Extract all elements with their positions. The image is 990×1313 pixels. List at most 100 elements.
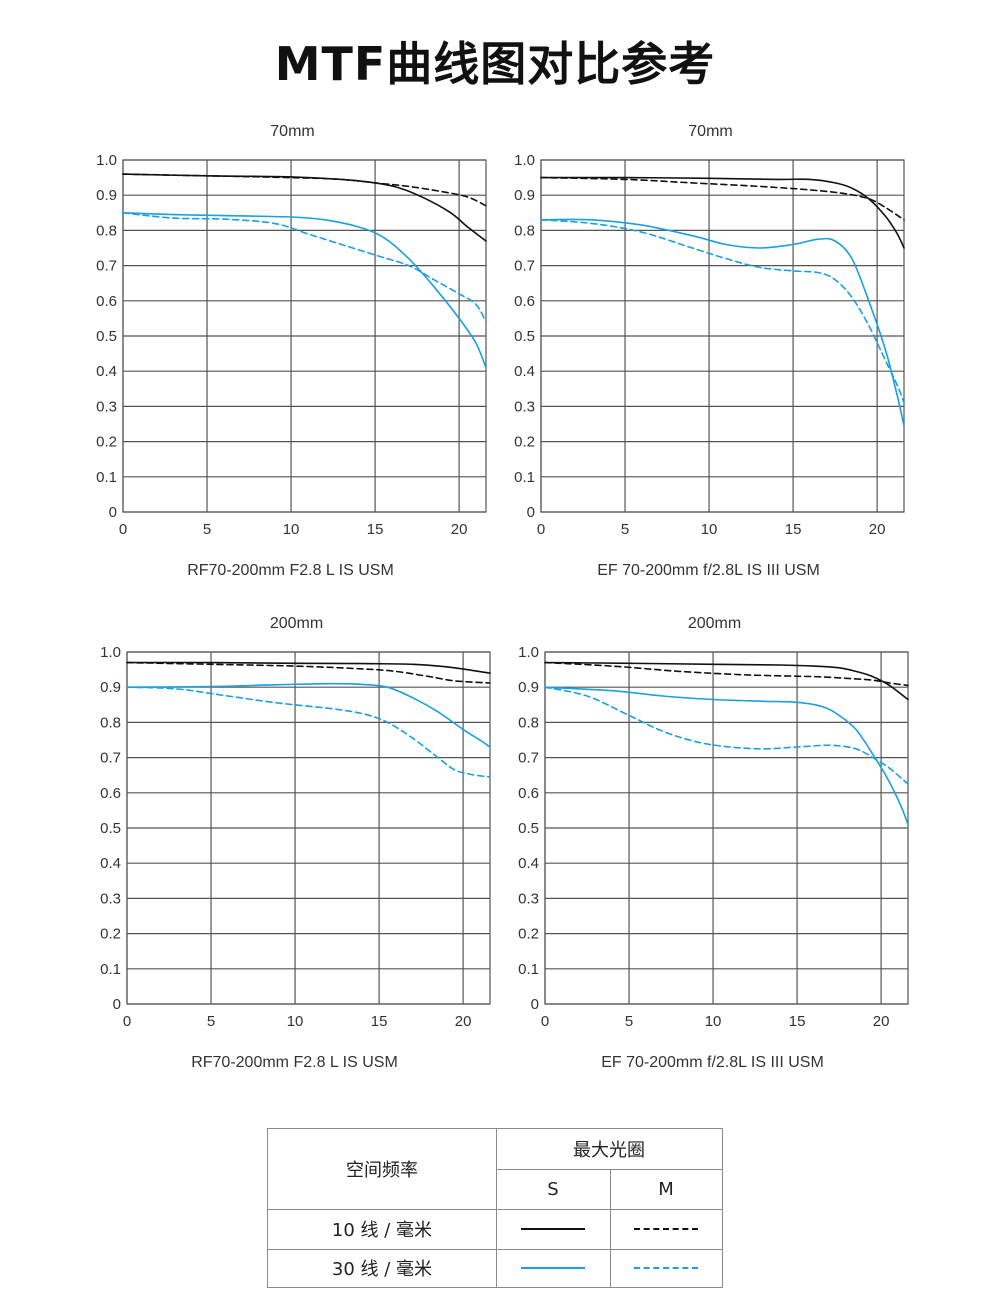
chart-3-series-3 <box>544 686 909 785</box>
chart-3-series-1 <box>544 661 909 687</box>
chart-0-subtitle: RF70-200mm F2.8 L IS USM <box>187 562 394 579</box>
chart-0-ytick: 0.6 <box>96 293 117 310</box>
legend-swatch-10-s <box>496 1209 610 1249</box>
chart-3-xtick: 15 <box>789 1013 806 1030</box>
chart-2-xtick: 10 <box>287 1013 304 1030</box>
legend-table: 空间频率 最大光圈 S M 10 线 / 毫米 30 线 / 毫米 <box>267 1128 723 1288</box>
chart-1-xtick: 5 <box>621 521 629 538</box>
legend-row-30lp: 30 线 / 毫米 <box>331 1259 433 1280</box>
chart-1-series-3 <box>540 219 905 404</box>
chart-0-ytick: 0.9 <box>96 187 117 204</box>
chart-1-title: 70mm <box>688 123 732 140</box>
chart-3-ytick: 1.0 <box>518 644 539 661</box>
legend-header-aperture: 最大光圈 <box>573 1140 645 1161</box>
chart-1-series-1 <box>540 176 905 221</box>
chart-3-ytick: 0.6 <box>518 785 539 802</box>
chart-0-xtick: 0 <box>119 521 127 538</box>
chart-0-ytick: 0.7 <box>96 258 117 275</box>
chart-2-xtick: 15 <box>371 1013 388 1030</box>
chart-1-ytick: 0.1 <box>514 469 535 486</box>
chart-3-series-0 <box>544 661 909 701</box>
chart-1-ytick: 0.7 <box>514 258 535 275</box>
chart-1-ytick: 0.6 <box>514 293 535 310</box>
chart-3-ytick: 0.9 <box>518 679 539 696</box>
chart-3-xtick: 10 <box>705 1013 722 1030</box>
chart-2-series-0 <box>126 661 491 674</box>
chart-0-ytick: 1.0 <box>96 152 117 169</box>
chart-3-ytick: 0.7 <box>518 750 539 767</box>
legend-header-frequency: 空间频率 <box>346 1160 418 1181</box>
chart-0-ytick: 0.5 <box>96 328 117 345</box>
chart-1-series-2 <box>540 218 905 427</box>
chart-0-series-3 <box>122 212 487 323</box>
chart-0-xtick: 20 <box>451 521 468 538</box>
chart-1-ytick: 0.5 <box>514 328 535 345</box>
chart-2-ytick: 0 <box>113 996 121 1013</box>
chart-2-title: 200mm <box>270 615 323 632</box>
chart-1-ytick: 0.9 <box>514 187 535 204</box>
chart-1-ytick: 0 <box>527 504 535 521</box>
chart-0-ytick: 0 <box>109 504 117 521</box>
chart-1-xtick: 15 <box>785 521 802 538</box>
chart-2-ytick: 0.7 <box>100 750 121 767</box>
chart-1-xtick: 10 <box>701 521 718 538</box>
legend-col-m: M <box>658 1178 674 1200</box>
chart-3-ytick: 0 <box>531 996 539 1013</box>
chart-2-series-1 <box>126 661 491 684</box>
chart-2-xtick: 0 <box>123 1013 131 1030</box>
chart-0-ytick: 0.8 <box>96 222 117 239</box>
chart-0-xtick: 5 <box>203 521 211 538</box>
chart-0-title: 70mm <box>270 123 314 140</box>
chart-1-ytick: 0.4 <box>514 363 535 380</box>
chart-2-ytick: 0.4 <box>100 855 121 872</box>
chart-2-ytick: 0.3 <box>100 890 121 907</box>
chart-3-ytick: 0.1 <box>518 961 539 978</box>
chart-3-ytick: 0.3 <box>518 890 539 907</box>
chart-0-xtick: 15 <box>367 521 384 538</box>
chart-0-series-1 <box>122 173 487 207</box>
chart-1-xtick: 20 <box>869 521 886 538</box>
chart-3-subtitle: EF 70-200mm f/2.8L IS III USM <box>601 1054 824 1071</box>
chart-1-ytick: 0.3 <box>514 398 535 415</box>
chart-1-xtick: 0 <box>537 521 545 538</box>
chart-2-frame <box>126 651 491 1005</box>
chart-1-series-0 <box>540 176 905 249</box>
chart-3-xtick: 5 <box>625 1013 633 1030</box>
chart-0-xtick: 10 <box>283 521 300 538</box>
chart-2-ytick: 0.9 <box>100 679 121 696</box>
chart-2-ytick: 0.8 <box>100 714 121 731</box>
chart-3-ytick: 0.2 <box>518 926 539 943</box>
mtf-charts: 70mm 0 0.1 0.2 0.3 0.4 0.5 0.6 0.7 0.8 0.9 1.0 0 5 10 1… <box>96 123 909 1071</box>
page-title: MTF曲线图对比参考 <box>274 37 716 91</box>
chart-0-series-2 <box>122 212 487 369</box>
chart-0-ytick: 0.4 <box>96 363 117 380</box>
chart-0-ytick: 0.2 <box>96 434 117 451</box>
legend-row-10lp: 10 线 / 毫米 <box>331 1220 433 1241</box>
chart-2-xtick: 20 <box>455 1013 472 1030</box>
chart-0-ytick: 0.3 <box>96 398 117 415</box>
chart-3-series-2 <box>544 686 909 826</box>
chart-2-ytick: 0.5 <box>100 820 121 837</box>
chart-2-ytick: 0.6 <box>100 785 121 802</box>
chart-3-title: 200mm <box>688 615 741 632</box>
chart-1-ytick: 0.2 <box>514 434 535 451</box>
chart-2-series-3 <box>126 686 491 778</box>
chart-2-ytick: 1.0 <box>100 644 121 661</box>
chart-1-frame <box>540 159 905 513</box>
chart-1-ytick: 1.0 <box>514 152 535 169</box>
chart-2-ytick: 0.1 <box>100 961 121 978</box>
chart-2-series-2 <box>126 682 491 748</box>
chart-1-subtitle: EF 70-200mm f/2.8L IS III USM <box>597 562 820 579</box>
chart-2-subtitle: RF70-200mm F2.8 L IS USM <box>191 1054 398 1071</box>
chart-3-ytick: 0.4 <box>518 855 539 872</box>
chart-2-xtick: 5 <box>207 1013 215 1030</box>
legend-swatch-10-m <box>610 1209 722 1249</box>
chart-2-ytick: 0.2 <box>100 926 121 943</box>
chart-0-ytick: 0.1 <box>96 469 117 486</box>
chart-1-ytick: 0.8 <box>514 222 535 239</box>
legend-swatch-30-s <box>496 1249 610 1287</box>
chart-3-frame <box>544 651 909 1005</box>
chart-3-ytick: 0.5 <box>518 820 539 837</box>
legend-swatch-30-m <box>610 1249 722 1287</box>
chart-3-ytick: 0.8 <box>518 714 539 731</box>
